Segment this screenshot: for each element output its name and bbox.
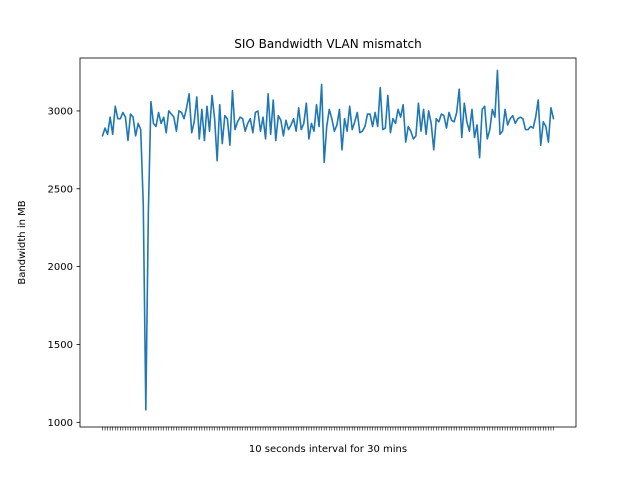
y-tick-label: 2000: [48, 262, 73, 273]
x-axis-label: 10 seconds interval for 30 mins: [249, 444, 407, 455]
y-tick-label: 3000: [48, 107, 73, 118]
y-axis-ticks: 1000 1500 2000 2500 3000: [48, 107, 80, 429]
series-line: [101, 69, 555, 411]
plot-area-frame: [79, 57, 577, 428]
y-tick-label: 1500: [48, 340, 73, 351]
y-tick-label: 1000: [48, 418, 73, 429]
y-tick-label: 2500: [48, 184, 73, 195]
x-axis-ticks: [102, 427, 554, 431]
y-axis-label: Bandwidth in MB: [17, 200, 28, 284]
chart-title: SIO Bandwidth VLAN mismatch: [234, 37, 422, 51]
